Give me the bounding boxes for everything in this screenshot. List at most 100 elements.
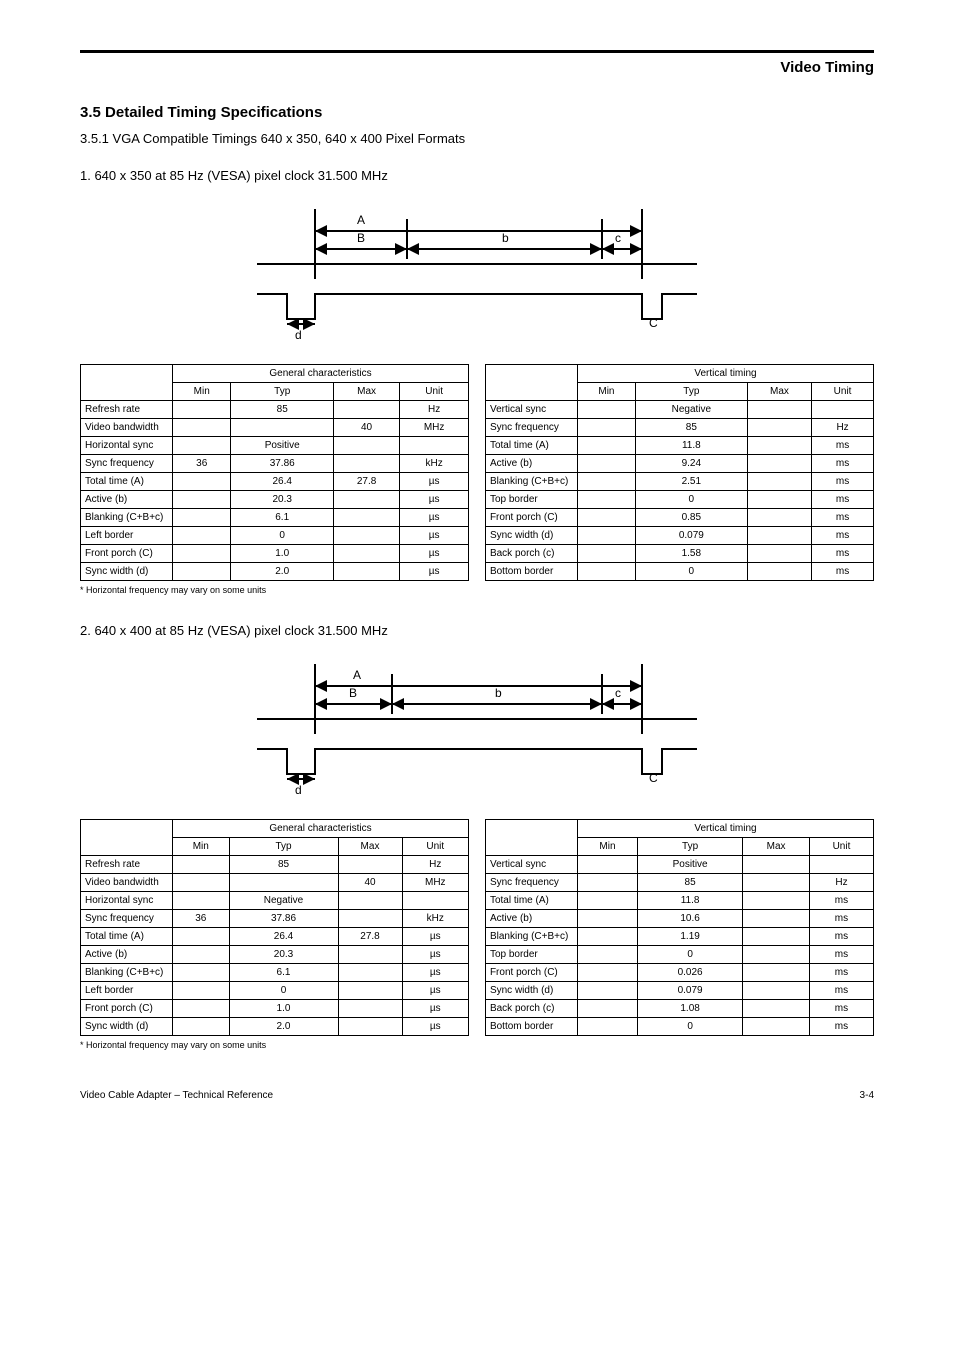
table-cell: 27.8 — [333, 473, 399, 491]
table-cell: 85 — [231, 401, 333, 419]
table-cell — [173, 401, 231, 419]
table-cell: 1.58 — [635, 545, 747, 563]
table-cell: µs — [400, 527, 469, 545]
table-cell — [743, 964, 810, 982]
table-cell — [747, 563, 811, 581]
table-cell: 85 — [229, 856, 338, 874]
table-row: Sync width (d)2.0µs — [81, 563, 469, 581]
table-cell — [743, 928, 810, 946]
table-cell: Negative — [635, 401, 747, 419]
table-cell: 1.19 — [638, 928, 743, 946]
table-cell: ms — [809, 1018, 873, 1036]
table-cell — [577, 928, 637, 946]
table-cell — [173, 982, 230, 1000]
table-cell: Active (b) — [485, 455, 577, 473]
table-row: Top border0ms — [485, 491, 873, 509]
svg-text:b: b — [495, 686, 502, 700]
table-row: Sync frequency3637.86kHz — [81, 910, 469, 928]
table-cell: Hz — [812, 419, 874, 437]
section-title: 3.5 Detailed Timing Specifications — [80, 104, 874, 121]
col-max: Max — [743, 838, 810, 856]
table-cell — [812, 401, 874, 419]
table-cell — [333, 509, 399, 527]
table-corner — [485, 820, 577, 856]
table-cell — [577, 892, 637, 910]
table-cell — [173, 437, 231, 455]
table-cell: kHz — [400, 455, 469, 473]
table-row: Left border0µs — [81, 982, 469, 1000]
col-unit: Unit — [400, 383, 469, 401]
table-cell: ms — [809, 1000, 873, 1018]
table-cell — [333, 401, 399, 419]
table-cell — [333, 545, 399, 563]
table-cell: 37.86 — [231, 455, 333, 473]
table-cell — [577, 437, 635, 455]
table-cell — [338, 892, 402, 910]
table-cell: 37.86 — [229, 910, 338, 928]
table-cell: 26.4 — [231, 473, 333, 491]
table-cell: µs — [402, 946, 469, 964]
table-cell: Blanking (C+B+c) — [485, 473, 577, 491]
table-cell — [577, 946, 637, 964]
table-cell — [743, 910, 810, 928]
table-cell — [338, 910, 402, 928]
svg-text:d: d — [295, 783, 302, 797]
table-cell — [577, 563, 635, 581]
table-cell: Active (b) — [81, 491, 173, 509]
diag-label-d: d — [295, 328, 302, 342]
table-cell: Total time (A) — [81, 473, 173, 491]
table-cell: µs — [400, 563, 469, 581]
table-cell — [577, 545, 635, 563]
table-cell: 6.1 — [229, 964, 338, 982]
svg-text:B: B — [349, 686, 357, 700]
svg-text:c: c — [615, 686, 621, 700]
table-cell: ms — [812, 527, 874, 545]
table-cell: µs — [402, 1000, 469, 1018]
table-cell — [173, 964, 230, 982]
table-row: Blanking (C+B+c)2.51ms — [485, 473, 873, 491]
table-cell: 85 — [635, 419, 747, 437]
table-cell: Total time (A) — [485, 437, 577, 455]
table-cell: Video bandwidth — [81, 419, 173, 437]
table-cell — [577, 419, 635, 437]
table-cell — [173, 563, 231, 581]
table-cell: ms — [812, 545, 874, 563]
table-cell — [747, 401, 811, 419]
table-cell: Video bandwidth — [81, 874, 173, 892]
table-cell: ms — [809, 946, 873, 964]
table-cell: Front porch (C) — [81, 545, 173, 563]
table-cell: 20.3 — [229, 946, 338, 964]
table-row: Horizontal syncNegative — [81, 892, 469, 910]
table-cell: Back porch (c) — [485, 545, 577, 563]
table-cell: MHz — [400, 419, 469, 437]
table-row: Video bandwidth40MHz — [81, 874, 469, 892]
col-min: Min — [173, 383, 231, 401]
table-corner — [485, 365, 577, 401]
table-cell — [577, 401, 635, 419]
table-row: Vertical syncNegative — [485, 401, 873, 419]
table-400-general: General characteristics Min Typ Max Unit… — [80, 819, 469, 1036]
table-cell: 20.3 — [231, 491, 333, 509]
table-row: Blanking (C+B+c)1.19ms — [485, 928, 873, 946]
table-cell: µs — [400, 545, 469, 563]
table-cell: 2.0 — [229, 1018, 338, 1036]
table-cell: µs — [402, 982, 469, 1000]
col-typ: Typ — [635, 383, 747, 401]
table-cell: 40 — [338, 874, 402, 892]
table-row: Active (b)20.3µs — [81, 491, 469, 509]
table-row: Refresh rate85Hz — [81, 401, 469, 419]
table-cell: 11.8 — [638, 892, 743, 910]
table-cell: ms — [809, 982, 873, 1000]
timing-diagram-400: A B b c d C — [80, 664, 874, 799]
table-cell: ms — [812, 563, 874, 581]
table-cell — [338, 946, 402, 964]
table-cell: ms — [812, 455, 874, 473]
table-cell: Sync width (d) — [81, 1018, 173, 1036]
table-corner — [81, 365, 173, 401]
table-cell — [747, 437, 811, 455]
table-cell: µs — [400, 473, 469, 491]
table-cell: 36 — [173, 455, 231, 473]
table-row: Total time (A)11.8ms — [485, 892, 873, 910]
table-cell: 0 — [635, 563, 747, 581]
table-row: Blanking (C+B+c)6.1µs — [81, 964, 469, 982]
